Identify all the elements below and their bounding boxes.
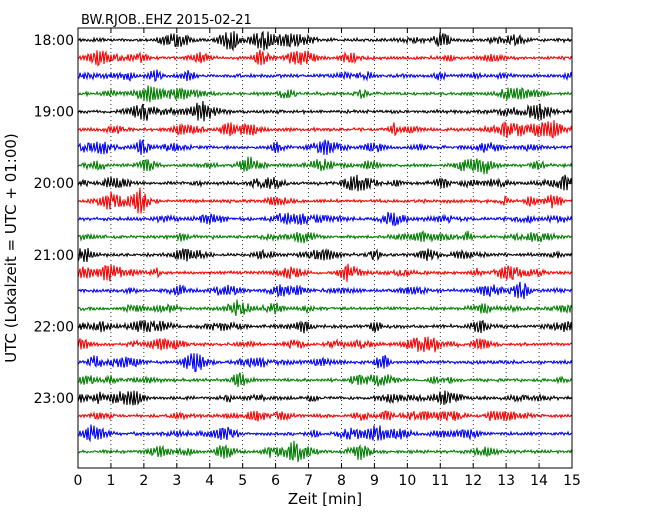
- x-tick-label: 10: [398, 473, 416, 489]
- x-tick-label: 7: [304, 473, 313, 489]
- x-tick-label: 9: [370, 473, 379, 489]
- trace-6: [77, 138, 573, 156]
- trace-5: [77, 120, 573, 139]
- x-tick-label: 5: [238, 473, 247, 489]
- trace-18: [77, 353, 573, 372]
- x-tick-label: 0: [74, 473, 83, 489]
- x-tick-label: 13: [497, 473, 515, 489]
- x-tick-label: 6: [271, 473, 280, 489]
- x-tick-label: 2: [139, 473, 148, 489]
- x-tick-label: 3: [172, 473, 181, 489]
- trace-16: [77, 319, 573, 334]
- trace-21: [77, 409, 573, 422]
- trace-14: [77, 281, 573, 300]
- chart-title: BW.RJOB..EHZ 2015-02-21: [81, 13, 252, 28]
- x-tick-label: 4: [205, 473, 214, 489]
- x-tick-label: 14: [530, 473, 548, 489]
- grid-lines: [110, 28, 540, 468]
- trace-12: [77, 247, 573, 263]
- y-tick-label: 20:00: [34, 176, 74, 192]
- y-axis: 18:00 19:00 20:00 21:00 22:00 23:00: [34, 33, 572, 407]
- x-tick-label: 8: [337, 473, 346, 489]
- trace-20: [77, 390, 573, 406]
- trace-7: [77, 156, 573, 175]
- trace-8: [77, 174, 573, 192]
- trace-19: [77, 372, 573, 388]
- trace-22: [77, 424, 573, 443]
- x-tick-label: 11: [431, 473, 449, 489]
- y-tick-label: 18:00: [34, 33, 74, 49]
- trace-15: [77, 299, 573, 316]
- x-axis-label: Zeit [min]: [288, 490, 362, 508]
- y-axis-label: UTC (Lokalzeit = UTC + 01:00): [2, 133, 20, 363]
- x-axis: 0 1 2 3 4 5 6 7 8 9 10 11 12 13 14 15: [74, 28, 581, 489]
- trace-1: [77, 49, 573, 67]
- trace-17: [77, 336, 573, 353]
- trace-3: [77, 85, 573, 103]
- trace-4: [77, 101, 573, 122]
- trace-13: [77, 263, 573, 282]
- y-tick-label: 21:00: [34, 248, 74, 264]
- trace-2: [77, 69, 573, 82]
- x-tick-label: 15: [563, 473, 581, 489]
- plot-frame: [77, 27, 573, 469]
- y-tick-label: 22:00: [34, 319, 74, 335]
- y-tick-label: 19:00: [34, 105, 74, 121]
- y-tick-label: 23:00: [34, 391, 74, 407]
- trace-10: [77, 211, 573, 227]
- trace-0: [77, 30, 573, 52]
- trace-11: [77, 230, 573, 244]
- seismic-traces: [77, 30, 573, 463]
- trace-9: [77, 187, 573, 214]
- x-tick-label: 12: [464, 473, 482, 489]
- trace-23: [77, 440, 573, 463]
- x-tick-label: 1: [106, 473, 115, 489]
